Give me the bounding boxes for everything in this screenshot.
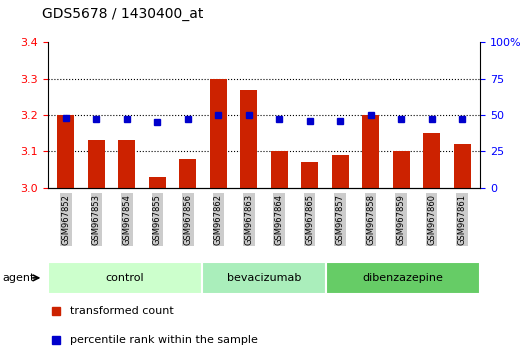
Bar [88,141,105,188]
Bar [240,90,257,188]
Bar [271,152,288,188]
Bar [393,152,410,188]
Text: agent: agent [3,273,35,283]
Text: transformed count: transformed count [70,306,174,316]
Text: bevacizumab: bevacizumab [227,273,301,283]
Text: control: control [106,273,144,283]
Bar [202,262,326,294]
Text: dibenzazepine: dibenzazepine [363,273,444,283]
Bar [48,262,202,294]
Bar [118,141,135,188]
Text: percentile rank within the sample: percentile rank within the sample [70,335,258,345]
Bar [454,144,470,188]
Text: GDS5678 / 1430400_at: GDS5678 / 1430400_at [42,7,204,21]
Bar [362,115,379,188]
Bar [210,79,227,188]
Bar [149,177,166,188]
Bar [423,133,440,188]
Bar [301,162,318,188]
Bar [58,115,74,188]
Bar [332,155,348,188]
Bar [180,159,196,188]
Bar [326,262,480,294]
